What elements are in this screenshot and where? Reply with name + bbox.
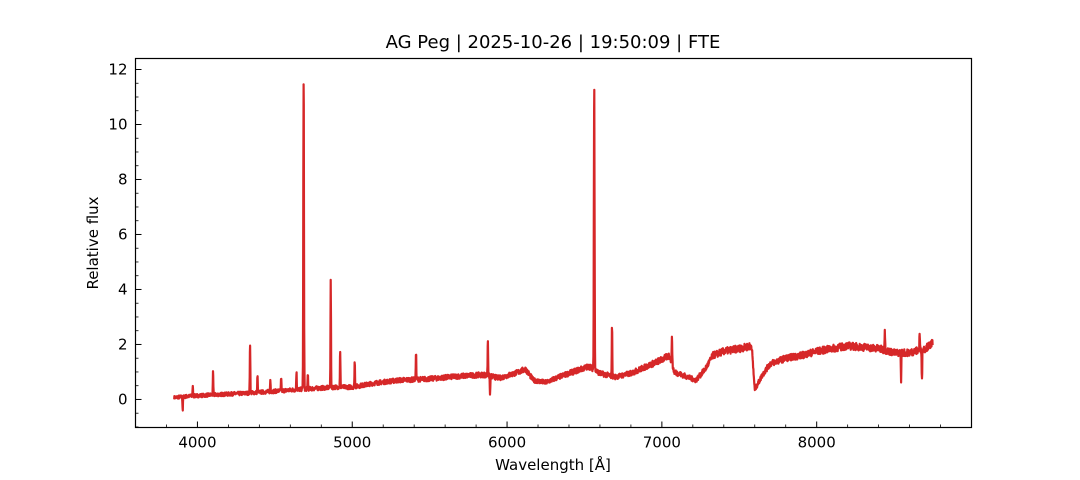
y-tick-label: 12 xyxy=(108,60,127,78)
y-tick-label: 0 xyxy=(118,390,128,408)
x-tick-label: 8000 xyxy=(798,434,836,452)
x-axis-label: Wavelength [Å] xyxy=(495,455,611,474)
y-tick-label: 2 xyxy=(118,335,128,353)
y-tick-label: 4 xyxy=(118,280,128,298)
y-axis-label: Relative flux xyxy=(84,196,102,289)
x-tick-label: 5000 xyxy=(333,434,371,452)
plot-area xyxy=(173,83,934,412)
spectrum-line xyxy=(173,83,934,412)
y-tick-label: 10 xyxy=(108,115,127,133)
x-tick-label: 7000 xyxy=(643,434,681,452)
y-tick-label: 8 xyxy=(118,170,128,188)
x-tick-label: 6000 xyxy=(488,434,526,452)
x-tick-label: 4000 xyxy=(178,434,216,452)
chart-title: AG Peg | 2025-10-26 | 19:50:09 | FTE xyxy=(386,32,721,53)
ticks: 4000 5000 6000 7000 8000 0 2 4 6 8 10 12 xyxy=(108,60,941,452)
y-tick-label: 6 xyxy=(118,225,128,243)
axes-frame xyxy=(134,57,973,429)
